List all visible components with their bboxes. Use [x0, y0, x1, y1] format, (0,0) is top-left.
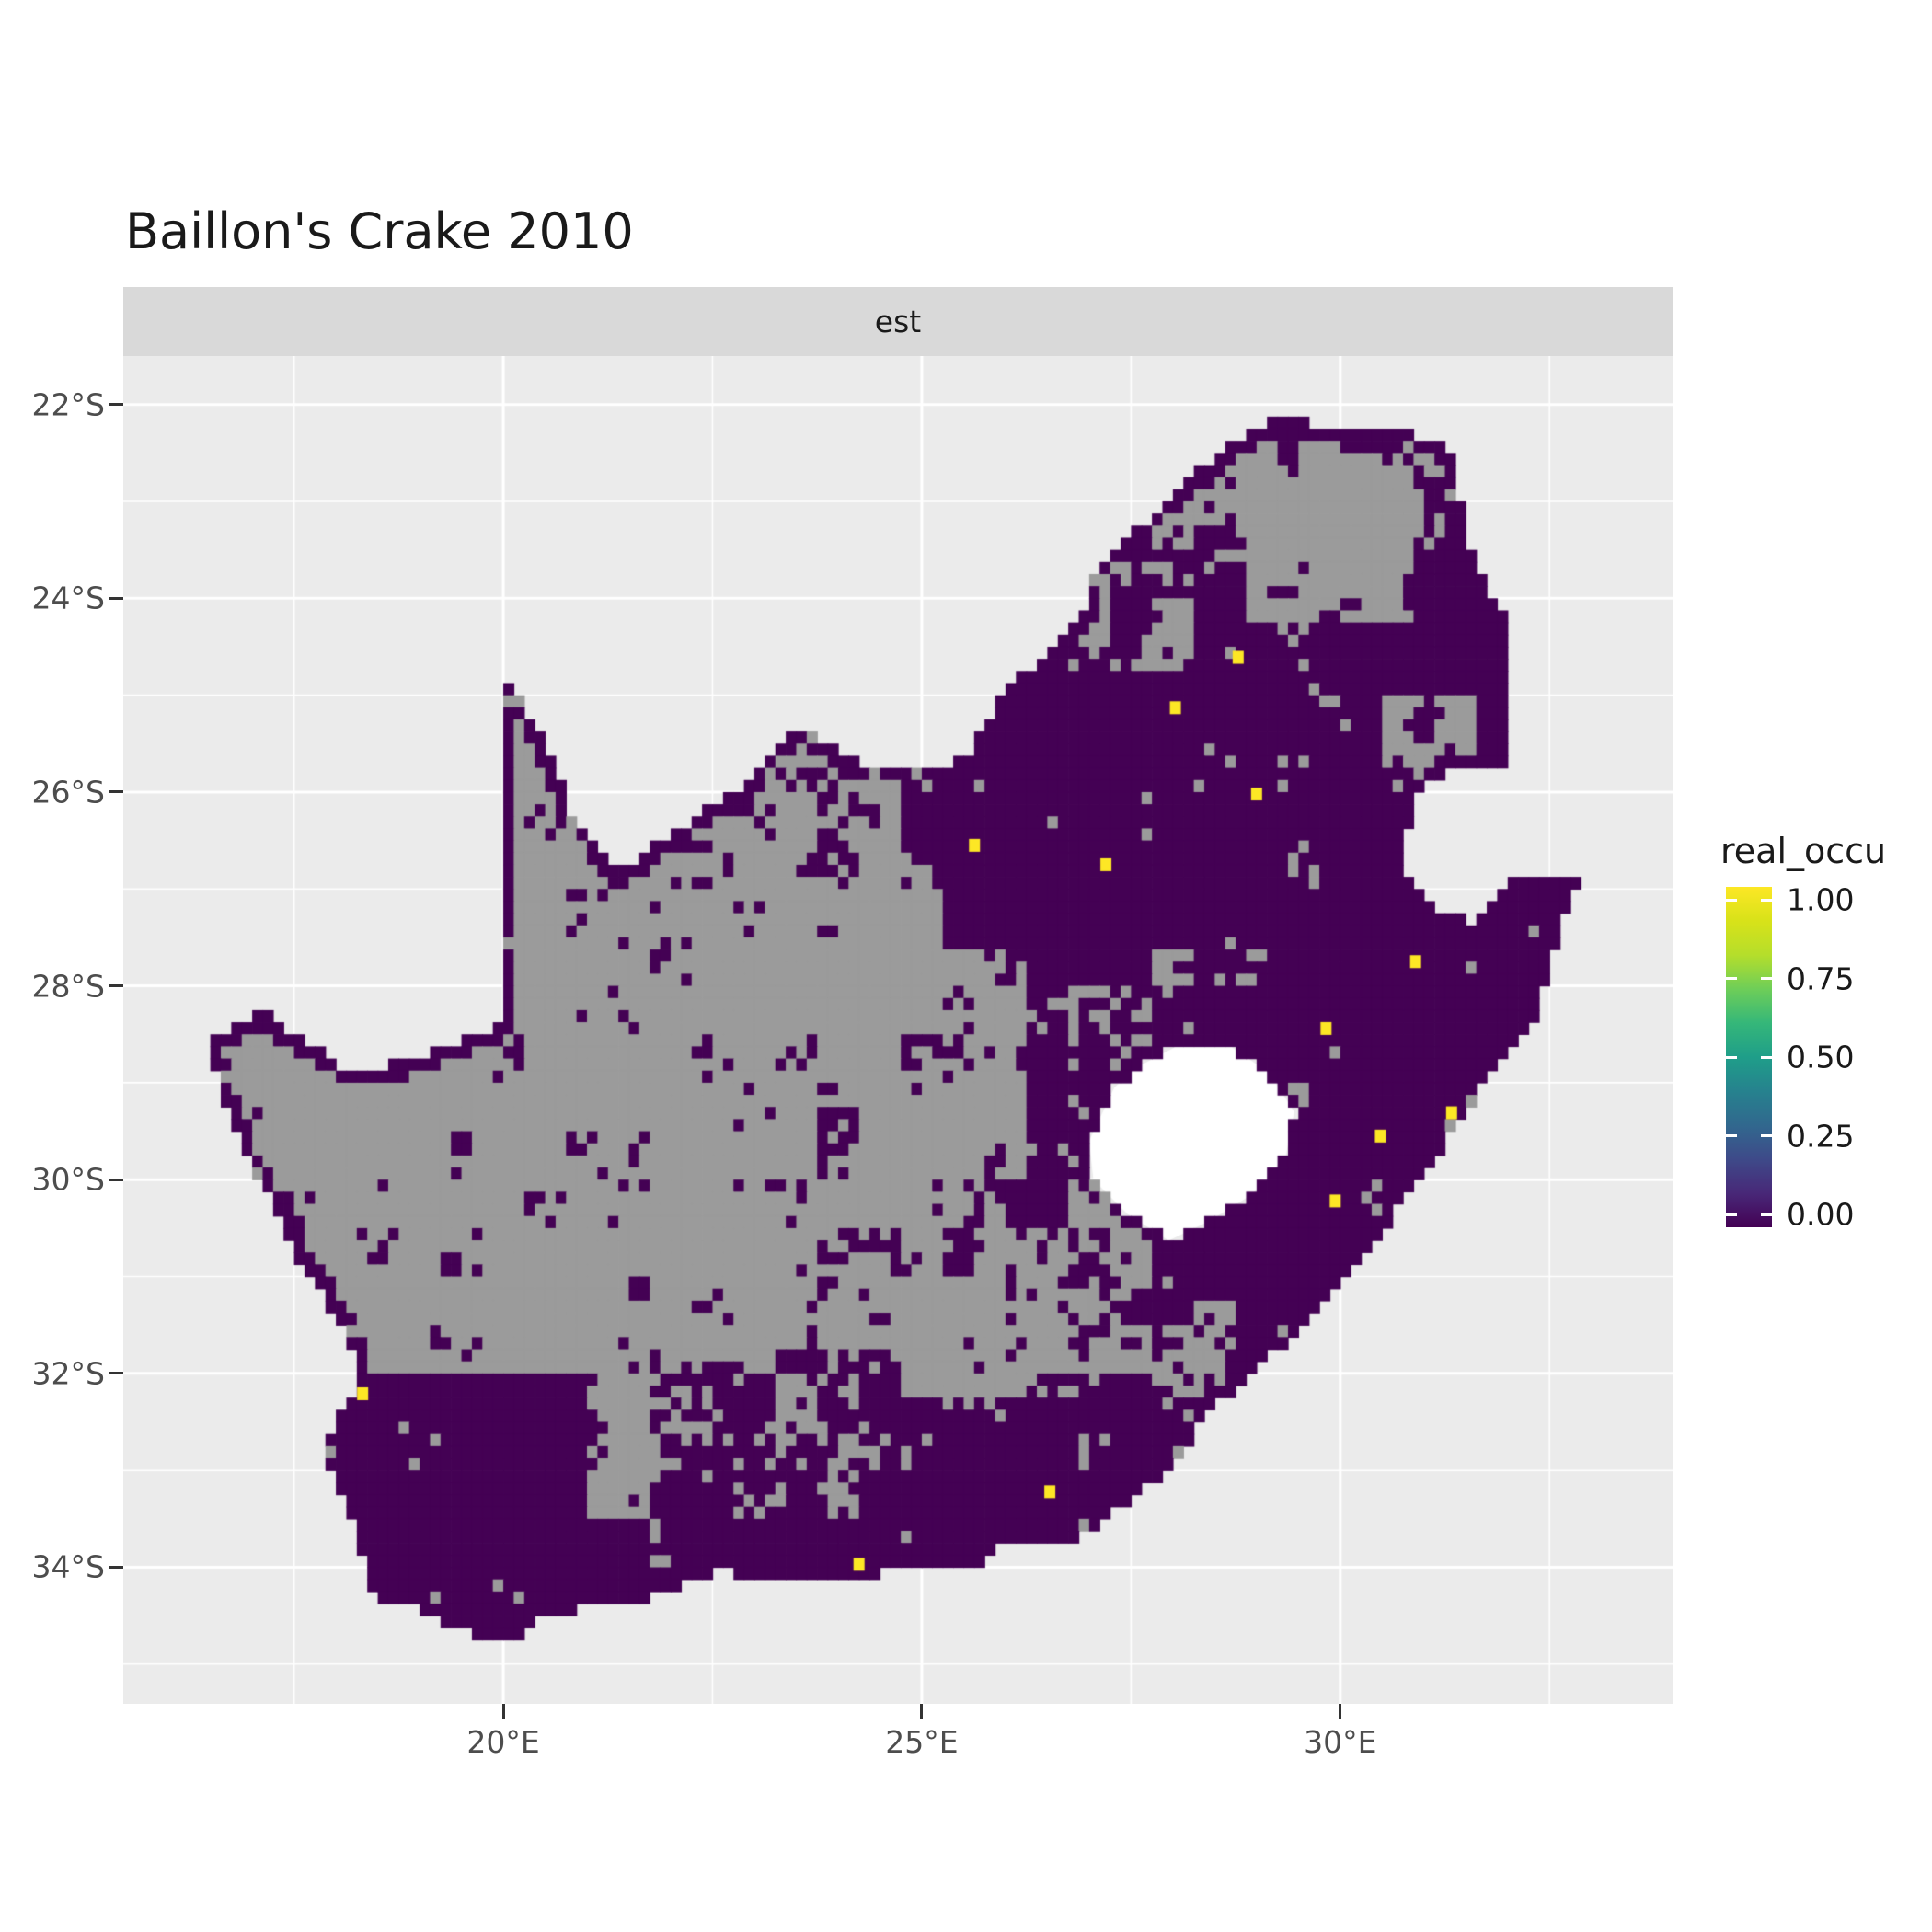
y-axis-label: 32°S: [31, 1355, 105, 1392]
legend-tick-mark: [1761, 1134, 1772, 1137]
x-tick-mark: [920, 1704, 924, 1719]
legend-tick-label: 0.25: [1787, 1118, 1855, 1154]
chart-title: Baillon's Crake 2010: [125, 202, 634, 260]
y-axis-label: 34°S: [31, 1548, 105, 1585]
y-tick-mark: [109, 403, 123, 407]
legend-tick-mark: [1726, 977, 1737, 980]
y-axis-label: 30°S: [31, 1161, 105, 1198]
y-tick-mark: [109, 1565, 123, 1569]
y-axis-label: 22°S: [31, 386, 105, 423]
legend-tick-mark: [1761, 1055, 1772, 1059]
legend-tick-label: 0.50: [1787, 1039, 1855, 1075]
y-tick-mark: [109, 984, 123, 988]
y-axis-label: 28°S: [31, 968, 105, 1005]
legend-tick-mark: [1726, 898, 1737, 902]
y-axis-label: 24°S: [31, 580, 105, 616]
x-tick-mark: [501, 1704, 505, 1719]
legend-tick-mark: [1761, 1213, 1772, 1216]
legend-tick-mark: [1761, 898, 1772, 902]
x-axis-label: 20°E: [466, 1724, 540, 1760]
y-tick-mark: [109, 1178, 123, 1181]
legend-tick-mark: [1726, 1213, 1737, 1216]
legend-title: real_occu: [1720, 831, 1887, 871]
legend-tick-label: 1.00: [1787, 881, 1855, 918]
map-canvas: [123, 356, 1673, 1704]
facet-strip-label: est: [874, 304, 922, 339]
y-axis-label: 26°S: [31, 774, 105, 811]
y-tick-mark: [109, 596, 123, 600]
facet-strip: est: [123, 287, 1673, 356]
x-tick-mark: [1339, 1704, 1342, 1719]
legend-tick-label: 0.75: [1787, 960, 1855, 996]
legend-tick-mark: [1761, 977, 1772, 980]
legend-tick-mark: [1726, 1134, 1737, 1137]
legend-tick-mark: [1726, 1055, 1737, 1059]
y-tick-mark: [109, 1372, 123, 1375]
legend-tick-label: 0.00: [1787, 1196, 1855, 1233]
y-tick-mark: [109, 790, 123, 794]
x-axis-label: 25°E: [885, 1724, 959, 1760]
x-axis-label: 30°E: [1304, 1724, 1377, 1760]
